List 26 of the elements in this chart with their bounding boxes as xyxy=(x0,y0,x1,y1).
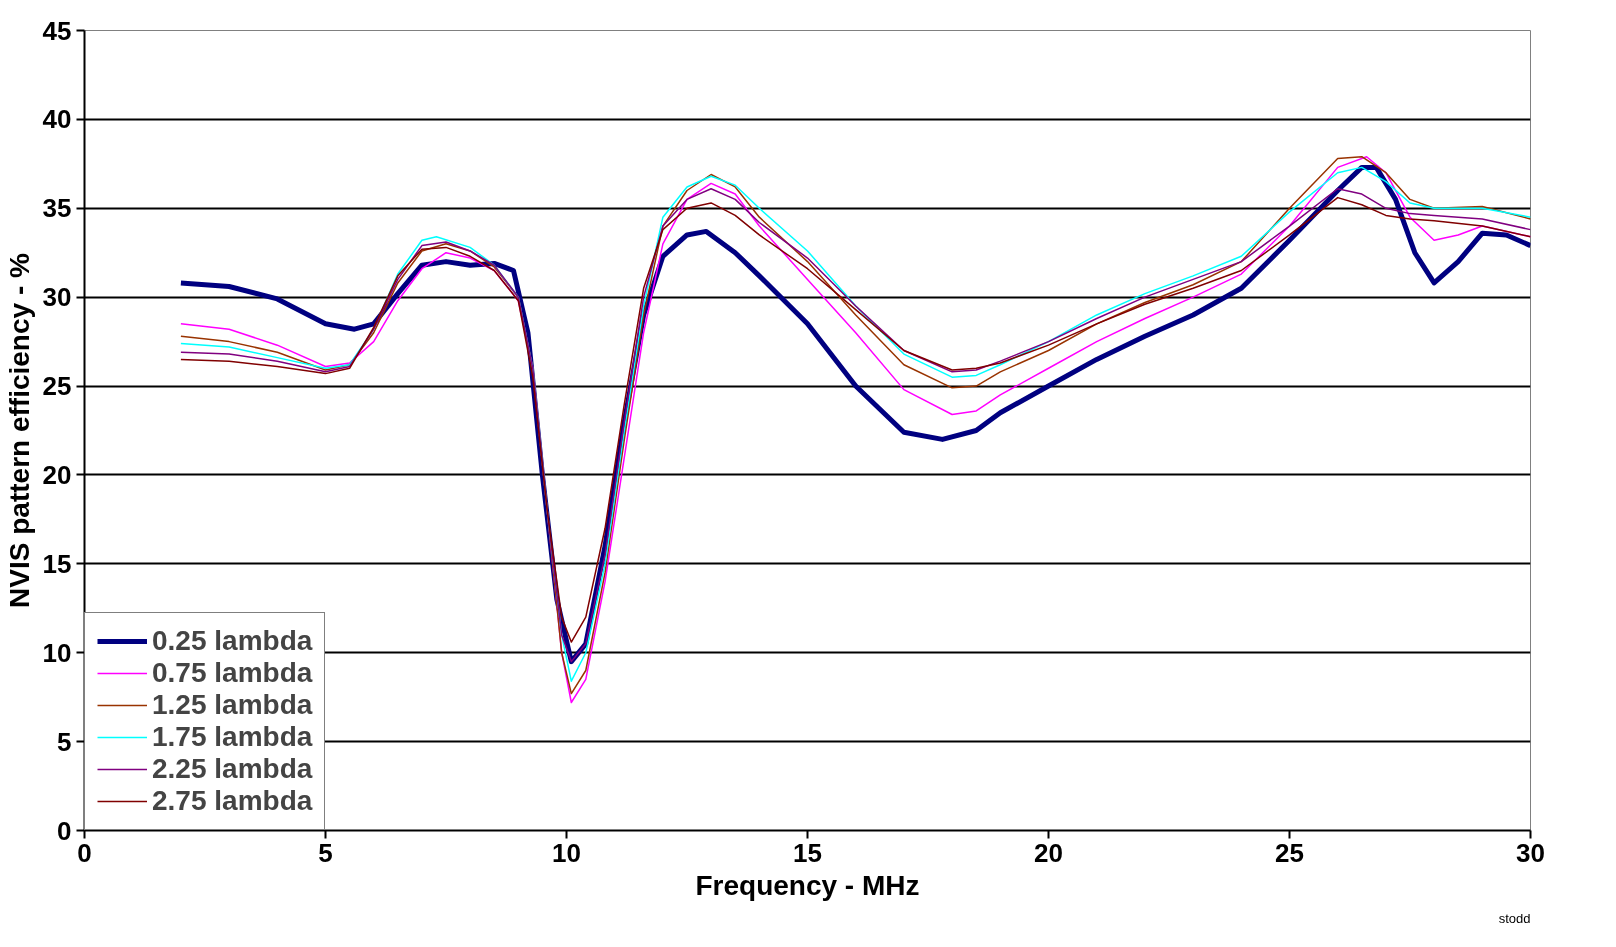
y-axis-title: NVIS pattern efficiency - % xyxy=(3,253,35,608)
x-tick-label: 5 xyxy=(318,837,333,868)
x-tick-label: 0 xyxy=(77,837,92,868)
y-tick-label: 35 xyxy=(42,193,72,224)
y-tick-label: 0 xyxy=(57,815,72,846)
x-tick-label: 20 xyxy=(1034,837,1063,868)
y-tick-label: 15 xyxy=(42,548,72,579)
x-tick-label: 25 xyxy=(1275,837,1304,868)
legend-label: 1.75 lambda xyxy=(152,721,313,753)
y-tick-label: 5 xyxy=(57,726,72,757)
y-tick-label: 30 xyxy=(42,282,72,313)
legend-label: 0.25 lambda xyxy=(152,625,313,657)
x-axis-title: Frequency - MHz xyxy=(695,869,920,901)
y-tick-label: 40 xyxy=(42,104,72,135)
x-tick-label: 10 xyxy=(552,837,581,868)
y-tick-label: 10 xyxy=(42,637,72,668)
y-tick-label: 45 xyxy=(42,15,72,46)
x-tick-label: 30 xyxy=(1516,837,1545,868)
legend-label: 2.75 lambda xyxy=(152,785,313,817)
y-tick-label: 20 xyxy=(42,459,72,490)
x-tick-label: 15 xyxy=(793,837,822,868)
legend-label: 2.25 lambda xyxy=(152,753,313,785)
y-tick-label: 25 xyxy=(42,371,72,402)
text: stodd xyxy=(1498,910,1531,926)
legend-label: 0.75 lambda xyxy=(152,657,313,689)
legend-label: 1.25 lambda xyxy=(152,689,313,721)
